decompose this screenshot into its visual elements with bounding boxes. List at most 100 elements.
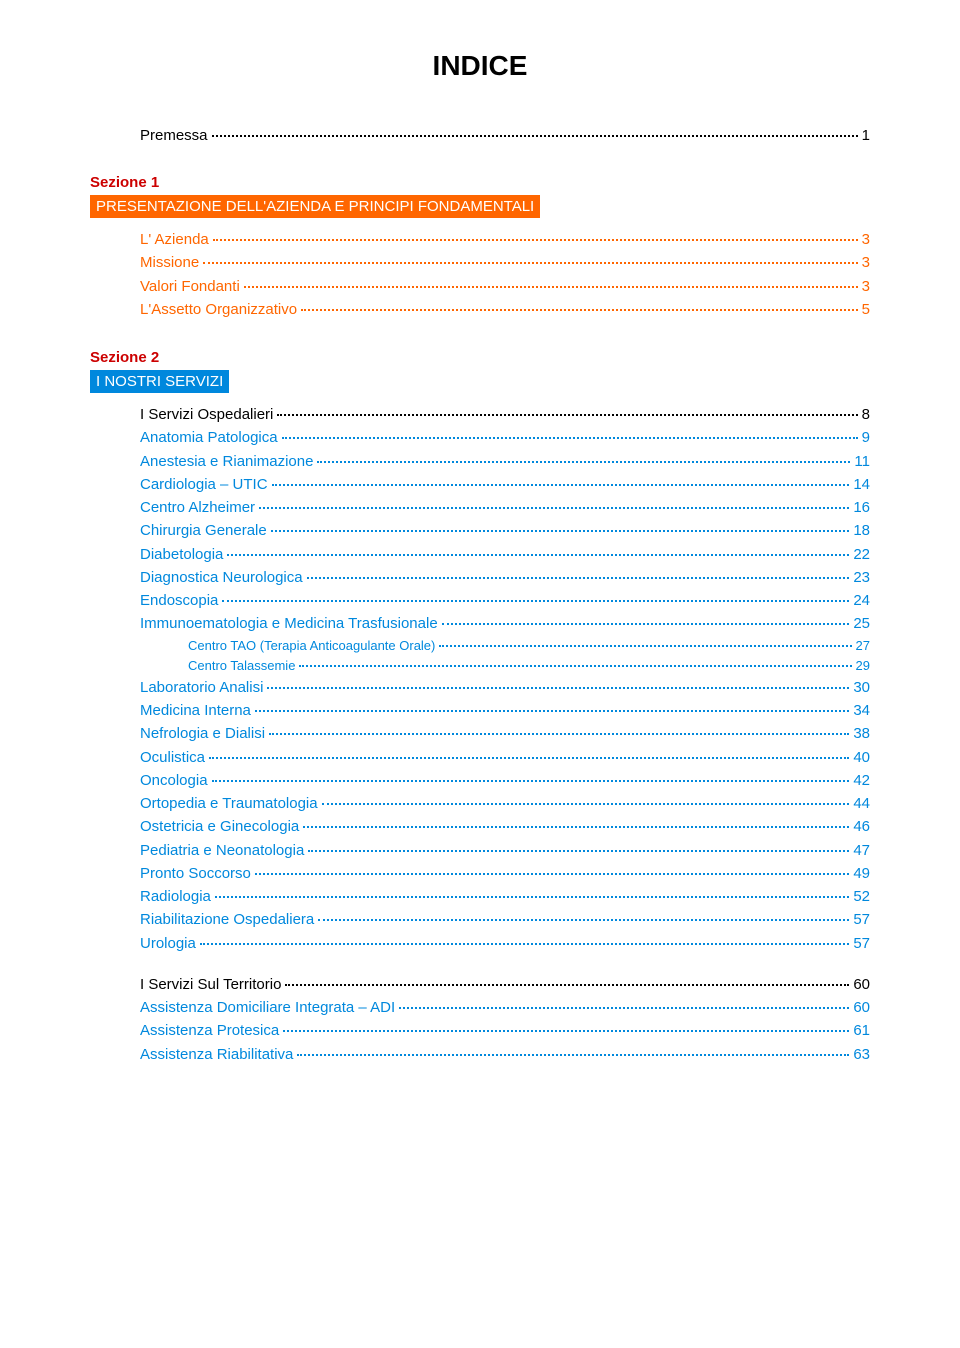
- toc-item: Diagnostica Neurologica 23: [90, 566, 870, 589]
- toc-label: Oncologia: [140, 769, 208, 792]
- toc-item: Riabilitazione Ospedaliera 57: [90, 908, 870, 931]
- toc-page: 16: [853, 496, 870, 519]
- toc-dots: [282, 437, 858, 439]
- toc-dots: [299, 665, 851, 667]
- toc-item: Pediatria e Neonatologia47: [90, 839, 870, 862]
- toc-dots: [318, 919, 849, 921]
- toc-page: 8: [862, 403, 870, 426]
- toc-page: 63: [853, 1043, 870, 1066]
- toc-label: Riabilitazione Ospedaliera: [140, 908, 314, 931]
- toc-label: Cardiologia – UTIC: [140, 473, 268, 496]
- toc-ospedalieri-heading: I Servizi Ospedalieri 8: [90, 403, 870, 426]
- toc-page: 3: [862, 275, 870, 298]
- toc-item: Ostetricia e Ginecologia 46: [90, 815, 870, 838]
- toc-page: 9: [862, 426, 870, 449]
- toc-dots: [271, 530, 850, 532]
- toc-label: Assistenza Domiciliare Integrata – ADI: [140, 996, 395, 1019]
- toc-page: 29: [856, 656, 870, 676]
- toc-label: Assistenza Riabilitativa: [140, 1043, 293, 1066]
- page-title: INDICE: [90, 50, 870, 82]
- toc-page: 23: [853, 566, 870, 589]
- toc-page: 3: [862, 228, 870, 251]
- toc-label: I Servizi Ospedalieri: [140, 403, 273, 426]
- toc-item: Pronto Soccorso49: [90, 862, 870, 885]
- toc-item: Diabetologia22: [90, 543, 870, 566]
- toc-dots: [308, 850, 849, 852]
- toc-item: Nefrologia e Dialisi38: [90, 722, 870, 745]
- toc-label: Chirurgia Generale: [140, 519, 267, 542]
- toc-territorio-heading: I Servizi Sul Territorio 60: [90, 973, 870, 996]
- toc-label: Diagnostica Neurologica: [140, 566, 303, 589]
- toc-dots: [212, 780, 850, 782]
- toc-label: Centro Talassemie: [188, 656, 295, 676]
- toc-dots: [439, 645, 851, 647]
- toc-page: 60: [853, 973, 870, 996]
- toc-dots: [227, 554, 849, 556]
- toc-dots: [277, 414, 857, 416]
- toc-label: Oculistica: [140, 746, 205, 769]
- toc-dots: [322, 803, 850, 805]
- toc-label: Missione: [140, 251, 199, 274]
- toc-item: Endoscopia24: [90, 589, 870, 612]
- toc-page: 60: [853, 996, 870, 1019]
- toc-label: Valori Fondanti: [140, 275, 240, 298]
- toc-label: Ortopedia e Traumatologia: [140, 792, 318, 815]
- toc-item: Laboratorio Analisi30: [90, 676, 870, 699]
- toc-dots: [399, 1007, 849, 1009]
- section-2-label: Sezione 2: [90, 349, 870, 366]
- toc-dots: [255, 710, 849, 712]
- toc-item: Missione 3: [90, 251, 870, 274]
- toc-item: Oculistica40: [90, 746, 870, 769]
- toc-dots: [283, 1030, 849, 1032]
- toc-page: 24: [853, 589, 870, 612]
- toc-page: 27: [856, 636, 870, 656]
- toc-page: 61: [853, 1019, 870, 1042]
- toc-dots: [200, 943, 849, 945]
- toc-label: Medicina Interna: [140, 699, 251, 722]
- toc-page: 46: [853, 815, 870, 838]
- toc-dots: [301, 309, 858, 311]
- toc-item: L' Azienda3: [90, 228, 870, 251]
- toc-item: Anatomia Patologica 9: [90, 426, 870, 449]
- toc-dots: [297, 1054, 849, 1056]
- toc-dots: [303, 826, 849, 828]
- toc-label: Centro Alzheimer: [140, 496, 255, 519]
- toc-label: Immunoematologia e Medicina Trasfusional…: [140, 612, 438, 635]
- toc-item: L'Assetto Organizzativo5: [90, 298, 870, 321]
- section-2-bar: I NOSTRI SERVIZI: [90, 370, 229, 393]
- toc-label: Ostetricia e Ginecologia: [140, 815, 299, 838]
- toc-item: Medicina Interna 34: [90, 699, 870, 722]
- toc-page: 57: [853, 932, 870, 955]
- toc-label: Anestesia e Rianimazione: [140, 450, 313, 473]
- toc-page: 1: [862, 127, 870, 144]
- toc-dots: [267, 687, 849, 689]
- toc-page: 49: [853, 862, 870, 885]
- toc-label: Radiologia: [140, 885, 211, 908]
- toc-dots: [442, 623, 850, 625]
- toc-page: 57: [853, 908, 870, 931]
- toc-item: Immunoematologia e Medicina Trasfusional…: [90, 612, 870, 635]
- toc-item: Anestesia e Rianimazione 11: [90, 450, 870, 473]
- toc-label: Anatomia Patologica: [140, 426, 278, 449]
- toc-dots: [212, 135, 858, 137]
- toc-label: Diabetologia: [140, 543, 223, 566]
- toc-label: Assistenza Protesica: [140, 1019, 279, 1042]
- toc-dots: [209, 757, 849, 759]
- toc-label: Nefrologia e Dialisi: [140, 722, 265, 745]
- toc-dots: [259, 507, 849, 509]
- toc-page: 34: [853, 699, 870, 722]
- toc-premessa: Premessa 1: [90, 127, 870, 144]
- section-1-label: Sezione 1: [90, 174, 870, 191]
- toc-item: Centro TAO (Terapia Anticoagulante Orale…: [90, 636, 870, 656]
- toc-dots: [307, 577, 850, 579]
- toc-label: Centro TAO (Terapia Anticoagulante Orale…: [188, 636, 435, 656]
- toc-page: 14: [853, 473, 870, 496]
- toc-page: 11: [854, 450, 870, 473]
- toc-label: I Servizi Sul Territorio: [140, 973, 281, 996]
- toc-dots: [285, 984, 849, 986]
- toc-page: 3: [862, 251, 870, 274]
- toc-page: 42: [853, 769, 870, 792]
- toc-item: Valori Fondanti 3: [90, 275, 870, 298]
- toc-item: Assistenza Domiciliare Integrata – ADI 60: [90, 996, 870, 1019]
- toc-item: Assistenza Protesica 61: [90, 1019, 870, 1042]
